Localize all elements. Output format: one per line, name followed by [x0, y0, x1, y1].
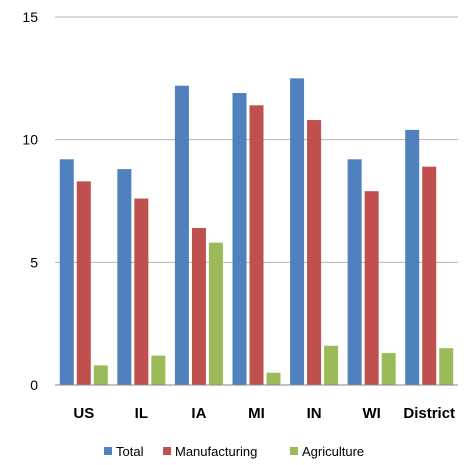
bar-total-il	[117, 169, 132, 385]
bar-total-district	[405, 129, 420, 385]
legend-label-total: Total	[116, 444, 144, 459]
legend-swatch-manufacturing	[163, 447, 171, 455]
bar-agriculture-us	[93, 365, 108, 385]
legend-swatch-total	[104, 447, 112, 455]
bar-total-wi	[347, 159, 362, 385]
x-axis-category-labels: US IL IA MI IN WI District	[73, 405, 455, 422]
y-tick-label: 5	[30, 254, 38, 270]
x-tick-label: IA	[191, 405, 206, 422]
x-tick-label: District	[403, 405, 455, 422]
bar-agriculture-mi	[266, 372, 281, 385]
x-tick-label: WI	[362, 405, 380, 422]
bar-manufacturing-us	[76, 181, 91, 385]
x-tick-label: MI	[248, 405, 265, 422]
bar-agriculture-district	[439, 348, 454, 385]
bar-agriculture-in	[324, 345, 339, 385]
legend-swatch-agriculture	[290, 447, 298, 455]
y-tick-label: 0	[30, 377, 38, 393]
bar-agriculture-ia	[208, 242, 223, 385]
bar-total-mi	[232, 93, 247, 385]
x-tick-label: IN	[307, 405, 322, 422]
legend-label-agriculture: Agriculture	[302, 444, 364, 459]
bar-manufacturing-in	[307, 120, 322, 385]
bars	[59, 78, 454, 386]
legend-label-manufacturing: Manufacturing	[175, 444, 257, 459]
legend: Total Manufacturing Agriculture	[104, 444, 364, 459]
bar-agriculture-wi	[381, 353, 396, 385]
x-tick-label: US	[73, 405, 94, 422]
bar-total-ia	[174, 85, 189, 386]
bar-manufacturing-ia	[191, 227, 206, 385]
bar-total-us	[59, 159, 74, 385]
bar-manufacturing-wi	[364, 191, 379, 385]
bar-manufacturing-mi	[249, 105, 264, 385]
bar-agriculture-il	[151, 355, 166, 385]
bar-manufacturing-il	[134, 198, 149, 385]
bar-manufacturing-district	[422, 166, 437, 385]
y-tick-label: 10	[22, 132, 38, 148]
y-tick-label: 15	[22, 9, 38, 25]
x-tick-label: IL	[135, 405, 148, 422]
y-axis-tick-labels: 0 5 10 15	[22, 9, 38, 393]
bar-total-in	[290, 78, 305, 385]
